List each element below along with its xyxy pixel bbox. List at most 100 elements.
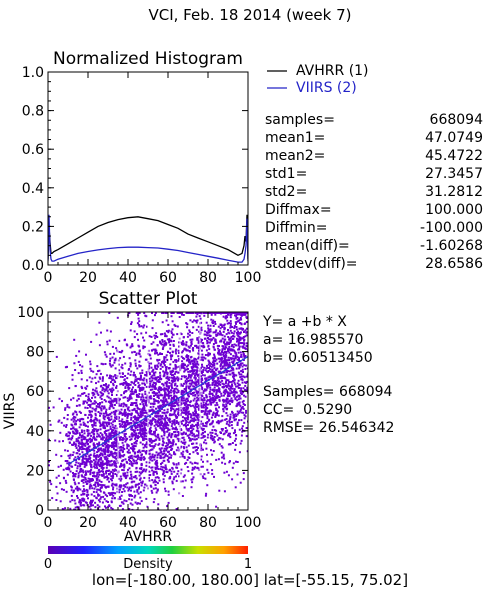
scatter-point <box>227 392 230 395</box>
scatter-point <box>173 392 176 395</box>
scatter-point <box>102 472 105 475</box>
scatter-point <box>162 370 165 373</box>
scatter-point <box>89 437 92 440</box>
scatter-point <box>99 490 102 493</box>
scatter-point <box>202 406 205 409</box>
scatter-point <box>231 383 233 386</box>
scatter-point <box>200 384 203 387</box>
scatter-point <box>124 428 127 431</box>
scatter-point <box>230 380 233 383</box>
scatter-point <box>82 499 85 502</box>
scatter-point <box>230 335 233 338</box>
scatter-point <box>159 414 162 417</box>
scatter-point <box>82 478 85 481</box>
scatter-point <box>89 441 92 444</box>
scatter-point <box>74 369 77 371</box>
scatter-point <box>113 398 116 401</box>
scatter-point <box>162 440 164 443</box>
scatter-point <box>68 387 71 390</box>
scatter-point <box>70 489 73 492</box>
scatter-point <box>115 441 118 444</box>
scatter-point <box>181 384 184 387</box>
scatter-point <box>81 459 84 462</box>
scatter-point <box>162 312 164 314</box>
scatter-point <box>66 473 69 476</box>
scatter-point <box>196 422 199 424</box>
scatter-point <box>153 430 156 433</box>
scatter-point <box>246 380 248 383</box>
scatter-point <box>242 375 245 378</box>
scatter-point <box>74 385 77 388</box>
scatter-point <box>107 459 110 462</box>
scatter-point <box>94 438 97 441</box>
scatter-point <box>163 447 166 450</box>
scatter-point <box>199 437 202 440</box>
scatter-point <box>81 451 84 454</box>
scatter-point <box>144 374 147 377</box>
scatter-point <box>183 376 186 379</box>
scatter-point <box>74 428 76 431</box>
scatter-point <box>163 417 166 420</box>
scatter-point <box>203 397 206 400</box>
scatter-point <box>165 335 168 338</box>
scatter-point <box>158 442 161 445</box>
scatter-point <box>224 399 227 402</box>
scatter-point <box>232 335 235 337</box>
scatter-point <box>155 414 158 417</box>
scatter-point <box>121 376 124 378</box>
scatter-point <box>186 368 189 370</box>
scatter-point <box>219 330 221 333</box>
scatter-point <box>88 399 91 402</box>
scatter-point <box>233 349 235 352</box>
scatter-point <box>187 444 190 447</box>
scatter-point <box>228 373 231 376</box>
scatter-point <box>127 408 130 411</box>
scatter-point <box>228 370 231 373</box>
scatter-point <box>192 392 194 394</box>
scatter-point <box>155 378 158 381</box>
scatter-point <box>237 379 240 382</box>
scatter-point <box>111 444 114 447</box>
scatter-point <box>236 339 239 342</box>
scatter-point <box>131 435 134 438</box>
scatter-point <box>128 498 131 501</box>
scatter-point <box>210 416 213 419</box>
scatter-point <box>238 395 241 398</box>
scatter-point <box>110 451 113 454</box>
scatter-point <box>163 427 166 430</box>
scatter-point <box>126 437 129 440</box>
scatter-point <box>191 481 194 484</box>
scatter-point <box>214 399 217 401</box>
scatter-point <box>144 402 147 404</box>
scatter-point <box>186 466 189 468</box>
scatter-point <box>107 384 110 387</box>
scatter-point <box>124 396 127 399</box>
scatter-point <box>91 478 94 480</box>
scatter-point <box>215 396 218 399</box>
scatter-point <box>176 333 179 336</box>
scatter-point <box>233 325 236 328</box>
scatter-point <box>99 385 102 388</box>
scatter-point <box>240 390 243 393</box>
scatter-point <box>175 348 178 351</box>
scatter-point <box>165 319 168 322</box>
scatter-point <box>101 438 104 441</box>
scatter-point <box>91 424 94 426</box>
scatter-point <box>108 407 111 410</box>
scatter-point <box>143 424 146 427</box>
scatter-point <box>74 502 77 505</box>
scatter-point <box>166 505 169 508</box>
scatter-point <box>123 465 126 467</box>
scatter-point <box>99 497 102 500</box>
scatter-point <box>227 434 229 437</box>
scatter-point <box>84 413 87 416</box>
scatter-point <box>94 483 96 486</box>
scatter-point <box>87 432 90 435</box>
scatter-point <box>233 374 236 377</box>
scatter-point <box>106 478 109 481</box>
scatter-point <box>161 339 164 341</box>
scatter-point <box>208 312 211 314</box>
scatter-point <box>240 370 243 373</box>
scatter-point <box>204 411 207 414</box>
scatter-point <box>206 415 209 418</box>
